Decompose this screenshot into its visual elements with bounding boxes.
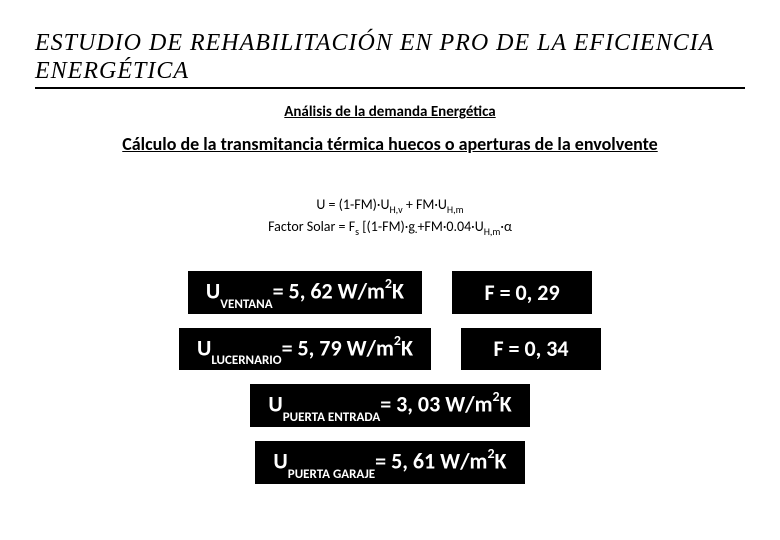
u-prefix: U	[268, 391, 282, 418]
u-subscript: PUERTA ENTRADA	[283, 410, 380, 425]
u-value: = 5, 62 W/m	[273, 277, 385, 304]
f-value-box: F = 0, 34	[461, 328, 601, 371]
u-superscript: 2	[385, 275, 392, 292]
u-value-box: UPUERTA GARAJE= 5, 61 W/m2K	[255, 441, 524, 484]
u-unit: K	[392, 277, 404, 304]
formula-text: Factor Solar = F	[268, 218, 355, 235]
u-subscript: PUERTA GARAJE	[288, 467, 375, 482]
u-superscript: 2	[487, 445, 494, 462]
formula-text: +FM·0.04·U	[417, 218, 483, 235]
u-unit: K	[401, 334, 413, 361]
u-value-box: UVENTANA= 5, 62 W/m2K	[188, 271, 422, 314]
u-prefix: U	[273, 447, 287, 474]
value-row: UPUERTA ENTRADA= 3, 03 W/m2K	[250, 384, 529, 427]
formula-text: [(1-FM)·g	[359, 218, 415, 235]
formula-text: ·α	[500, 218, 511, 235]
formula-line-1: U = (1-FM)·UH,v + FM·UH,m	[35, 195, 745, 217]
value-row: ULUCERNARIO= 5, 79 W/m2K F = 0, 34	[179, 328, 601, 371]
u-value: = 5, 61 W/m	[375, 447, 487, 474]
u-subscript: VENTANA	[220, 297, 272, 312]
u-unit: K	[495, 447, 507, 474]
formula-line-2: Factor Solar = Fs [(1-FM)·g·+FM·0.04·UH,…	[35, 217, 745, 239]
u-subscript: LUCERNARIO	[211, 353, 281, 368]
u-value: = 5, 79 W/m	[282, 334, 394, 361]
slide: ESTUDIO DE REHABILITACIÓN EN PRO DE LA E…	[0, 0, 780, 540]
u-prefix: U	[206, 277, 220, 304]
u-value: = 3, 03 W/m	[380, 391, 492, 418]
value-row: UPUERTA GARAJE= 5, 61 W/m2K	[255, 441, 524, 484]
formula-sub: H,v	[389, 203, 402, 216]
f-value: F = 0, 29	[485, 279, 560, 306]
f-value: F = 0, 34	[493, 335, 568, 362]
u-superscript: 2	[493, 388, 500, 405]
value-rows: UVENTANA= 5, 62 W/m2K F = 0, 29 ULUCERNA…	[35, 271, 745, 484]
value-row: UVENTANA= 5, 62 W/m2K F = 0, 29	[188, 271, 592, 314]
slide-title: ESTUDIO DE REHABILITACIÓN EN PRO DE LA E…	[35, 30, 745, 89]
formula-block: U = (1-FM)·UH,v + FM·UH,m Factor Solar =…	[35, 195, 745, 239]
slide-subtitle: Análisis de la demanda Energética	[35, 103, 745, 121]
formula-text: + FM·U	[403, 196, 447, 213]
section-heading: Cálculo de la transmitancia térmica huec…	[35, 133, 745, 155]
u-prefix: U	[197, 334, 211, 361]
u-value-box: ULUCERNARIO= 5, 79 W/m2K	[179, 328, 431, 371]
u-unit: K	[500, 391, 512, 418]
u-superscript: 2	[394, 332, 401, 349]
u-value-box: UPUERTA ENTRADA= 3, 03 W/m2K	[250, 384, 529, 427]
formula-text: U = (1-FM)·U	[316, 196, 389, 213]
formula-sub: H,m	[447, 203, 464, 216]
formula-sub: H,m	[484, 225, 501, 238]
f-value-box: F = 0, 29	[452, 271, 592, 314]
